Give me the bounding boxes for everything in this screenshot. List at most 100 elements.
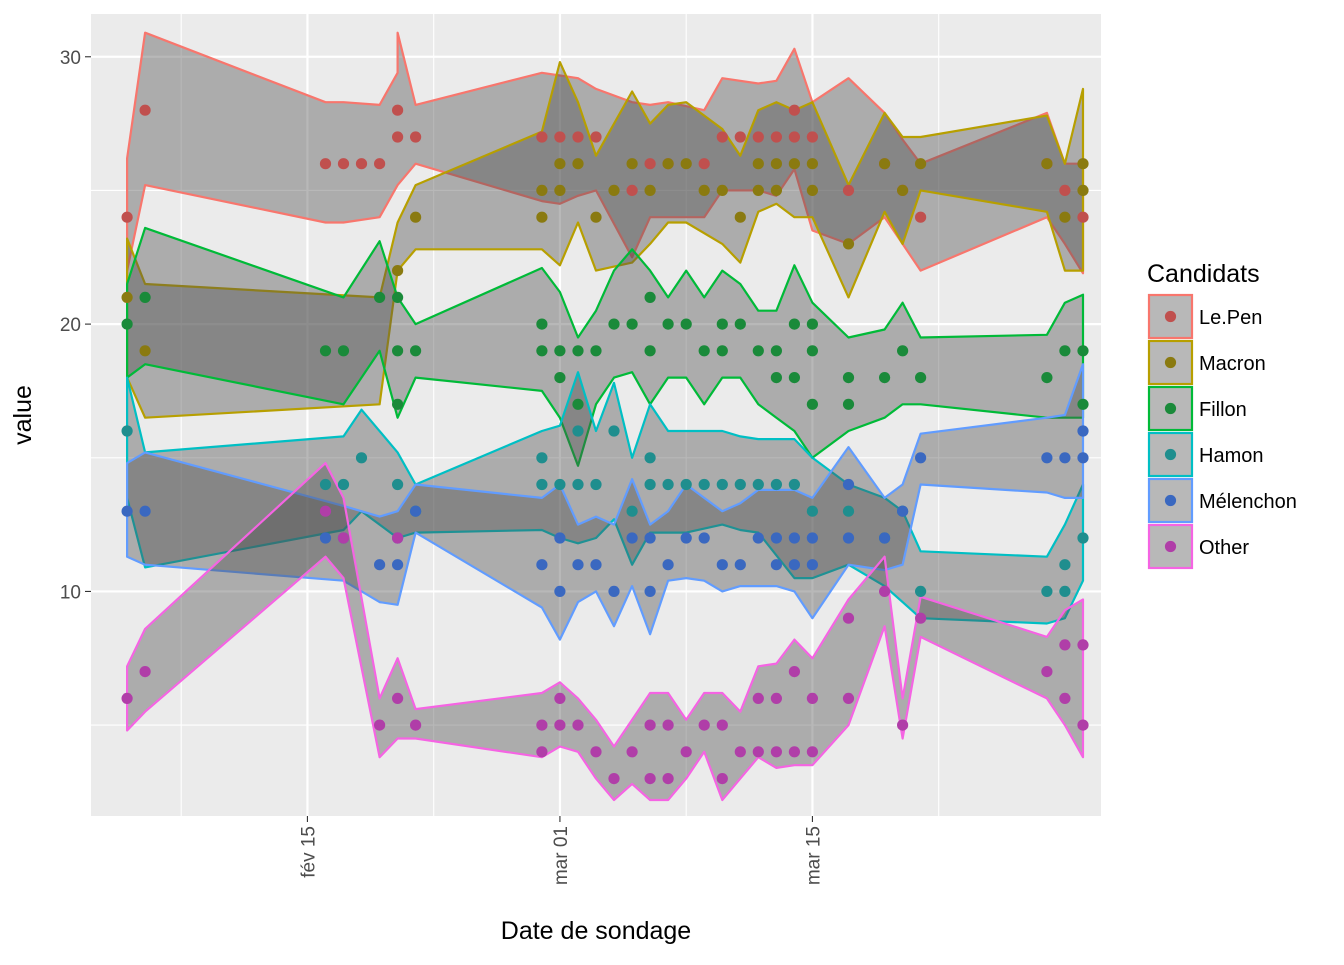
data-point (392, 131, 404, 143)
data-point (1077, 345, 1089, 357)
data-point (1041, 585, 1053, 598)
data-point (1077, 719, 1089, 731)
data-point (1059, 184, 1071, 196)
data-point (337, 345, 350, 357)
legend-key-point (1164, 402, 1177, 415)
data-point (590, 478, 602, 491)
ribbon-m-lenchon (125, 363, 1085, 641)
data-point (410, 345, 422, 357)
data-point (392, 478, 404, 491)
data-point (392, 345, 404, 357)
data-point (572, 478, 584, 491)
data-point (392, 559, 404, 571)
data-point (572, 345, 584, 357)
data-point (752, 532, 764, 544)
data-point (608, 425, 620, 437)
data-point (788, 559, 801, 571)
data-point (842, 612, 855, 624)
data-point (392, 265, 404, 277)
data-point (1077, 532, 1089, 544)
data-point (806, 345, 819, 357)
data-point (680, 478, 692, 491)
data-point (770, 131, 783, 143)
data-point (536, 345, 548, 357)
data-point (139, 666, 151, 678)
data-point (842, 532, 855, 544)
data-point (716, 318, 728, 330)
data-point (410, 505, 422, 517)
data-point (788, 746, 801, 758)
data-point (392, 398, 404, 410)
data-point (644, 452, 656, 464)
data-point (1059, 345, 1071, 357)
data-point (897, 184, 909, 196)
panel-background (91, 14, 1101, 816)
data-point (590, 746, 602, 758)
legend-key-point (1164, 494, 1177, 507)
legend-key-point (1164, 448, 1177, 461)
data-point (139, 104, 151, 116)
data-point (770, 532, 783, 544)
data-point (121, 291, 133, 303)
data-point (572, 158, 584, 170)
data-point (1041, 158, 1053, 170)
data-point (879, 585, 891, 598)
data-point (770, 746, 783, 758)
data-point (662, 158, 674, 170)
data-point (554, 372, 566, 384)
x-axis: fév 15 mar 01 mar 15 (298, 816, 824, 885)
data-point (788, 666, 801, 678)
data-point (644, 291, 656, 303)
data-point (121, 425, 133, 437)
legend-label: Hamon (1199, 445, 1263, 467)
data-point (897, 505, 909, 517)
data-point (355, 158, 368, 170)
data-point (554, 719, 566, 731)
data-point (788, 131, 801, 143)
data-point (1059, 559, 1071, 571)
data-point (806, 398, 819, 410)
data-point (319, 478, 332, 491)
y-axis-title: value (9, 385, 37, 445)
data-point (626, 184, 638, 196)
x-tick-label: fév 15 (298, 826, 319, 878)
data-point (626, 746, 638, 758)
data-point (626, 505, 638, 517)
data-point (680, 746, 692, 758)
data-point (752, 692, 764, 705)
data-point (770, 559, 783, 571)
y-axis: 10 20 30 (60, 48, 91, 603)
data-point (554, 692, 566, 705)
data-point (716, 559, 728, 571)
data-point (554, 158, 566, 170)
data-point (806, 532, 819, 544)
data-point (915, 585, 927, 598)
data-point (806, 318, 819, 330)
data-point (716, 345, 728, 357)
data-point (572, 398, 584, 410)
data-point (392, 532, 404, 544)
data-point (897, 345, 909, 357)
data-point (734, 131, 746, 143)
legend-key-point (1164, 356, 1177, 369)
data-point (626, 318, 638, 330)
data-point (915, 158, 927, 170)
data-point (680, 532, 692, 544)
x-axis-title: Date de sondage (501, 917, 691, 945)
data-point (1059, 452, 1071, 464)
data-point (716, 719, 728, 731)
data-point (698, 719, 710, 731)
data-point (879, 158, 891, 170)
legend: Candidats Le.Pen Macron Fillon Hamon Mélench… (1147, 260, 1297, 570)
data-point (915, 211, 927, 223)
data-point (806, 505, 819, 517)
data-point (536, 559, 548, 571)
data-point (662, 559, 674, 571)
data-point (139, 505, 151, 517)
data-point (536, 131, 548, 143)
data-point (536, 211, 548, 223)
data-point (770, 345, 783, 357)
legend-label: Mélenchon (1199, 491, 1297, 513)
data-point (806, 559, 819, 571)
data-point (121, 505, 133, 517)
